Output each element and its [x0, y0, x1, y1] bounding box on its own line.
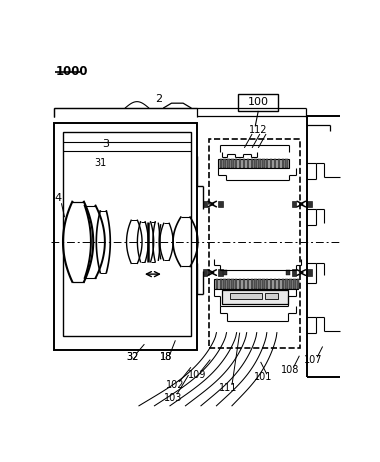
- Text: 32: 32: [127, 353, 139, 362]
- Bar: [262, 158, 264, 168]
- Bar: [218, 269, 223, 276]
- Text: 18: 18: [160, 353, 172, 362]
- Bar: [203, 201, 207, 207]
- Bar: [231, 279, 233, 289]
- Bar: [286, 270, 290, 275]
- Bar: [266, 158, 268, 168]
- Bar: [227, 158, 230, 168]
- Text: 112: 112: [249, 125, 268, 135]
- Bar: [285, 158, 288, 168]
- Bar: [282, 279, 284, 289]
- Text: 100: 100: [248, 97, 269, 107]
- Bar: [235, 279, 238, 289]
- Bar: [220, 279, 222, 289]
- Text: 101: 101: [254, 372, 272, 382]
- Bar: [247, 158, 249, 168]
- Bar: [203, 269, 207, 276]
- Text: 103: 103: [164, 393, 182, 403]
- Bar: [282, 158, 284, 168]
- Bar: [270, 158, 272, 168]
- Bar: [220, 158, 222, 168]
- Bar: [218, 201, 223, 207]
- Bar: [223, 279, 226, 289]
- Bar: [250, 279, 253, 289]
- Bar: [209, 139, 300, 348]
- Bar: [239, 158, 241, 168]
- Bar: [297, 279, 299, 289]
- Text: 4: 4: [55, 193, 62, 203]
- Bar: [291, 269, 296, 276]
- Bar: [266, 279, 268, 289]
- Bar: [235, 158, 238, 168]
- Bar: [231, 158, 233, 168]
- Bar: [262, 279, 264, 289]
- Text: 107: 107: [304, 355, 323, 365]
- Bar: [289, 279, 291, 289]
- Text: 31: 31: [94, 158, 106, 168]
- Bar: [293, 279, 296, 289]
- Bar: [54, 123, 197, 350]
- Bar: [258, 279, 261, 289]
- Bar: [255, 279, 257, 289]
- Bar: [63, 133, 191, 336]
- Bar: [255, 158, 257, 168]
- Text: 109: 109: [188, 370, 206, 380]
- Bar: [230, 292, 262, 299]
- Text: 108: 108: [281, 365, 299, 375]
- Bar: [264, 292, 279, 299]
- Bar: [214, 279, 298, 289]
- Bar: [216, 279, 218, 289]
- Bar: [223, 270, 227, 275]
- Bar: [307, 269, 312, 276]
- Bar: [227, 279, 230, 289]
- Bar: [218, 158, 289, 168]
- Bar: [278, 279, 280, 289]
- Text: 102: 102: [166, 380, 185, 390]
- Text: 2: 2: [155, 94, 162, 104]
- Bar: [274, 158, 276, 168]
- Text: 32: 32: [127, 353, 139, 362]
- Bar: [243, 279, 245, 289]
- Text: 111: 111: [219, 383, 237, 393]
- Bar: [291, 201, 296, 207]
- Bar: [222, 290, 288, 304]
- Text: 3: 3: [102, 139, 109, 149]
- Bar: [270, 279, 272, 289]
- Bar: [274, 279, 276, 289]
- Bar: [239, 279, 241, 289]
- Bar: [247, 279, 249, 289]
- Bar: [223, 158, 226, 168]
- Bar: [285, 279, 288, 289]
- Bar: [278, 158, 280, 168]
- Text: 1000: 1000: [55, 65, 88, 78]
- Bar: [307, 201, 312, 207]
- Bar: [238, 94, 279, 111]
- Bar: [250, 158, 253, 168]
- Bar: [258, 158, 261, 168]
- Text: 18: 18: [160, 353, 172, 362]
- Bar: [243, 158, 245, 168]
